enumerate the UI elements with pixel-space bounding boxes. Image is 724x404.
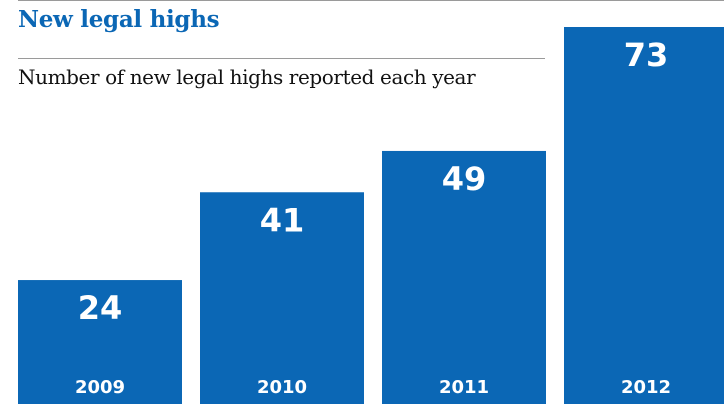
category-label-2010: 2010 — [257, 377, 307, 398]
top-rule — [18, 0, 724, 1]
value-label-2012: 73 — [624, 36, 669, 74]
value-label-2011: 49 — [442, 160, 487, 198]
chart-title: New legal highs — [18, 6, 220, 33]
category-label-2012: 2012 — [621, 377, 671, 398]
bar-2012 — [564, 27, 724, 404]
value-label-2009: 24 — [78, 289, 123, 327]
bar-2009 — [18, 280, 182, 404]
bar-2011 — [382, 150, 546, 404]
category-label-2009: 2009 — [75, 377, 125, 398]
chart-subtitle: Number of new legal highs reported each … — [18, 65, 476, 89]
value-label-2010: 41 — [260, 201, 305, 239]
bar-2010 — [200, 192, 364, 404]
category-label-2011: 2011 — [439, 377, 489, 398]
subtitle-rule — [18, 58, 545, 59]
